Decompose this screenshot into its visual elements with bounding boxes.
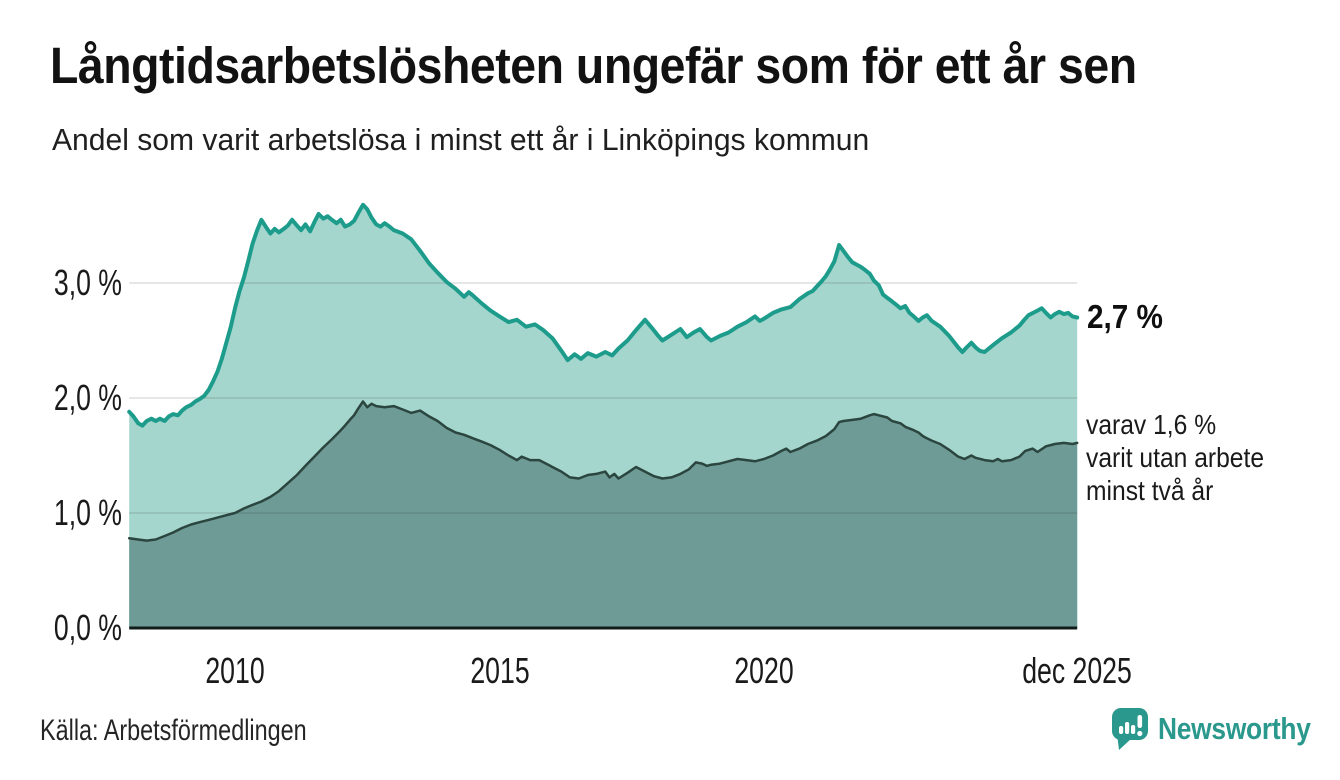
- y-tick-label: 2,0 %: [53, 377, 122, 418]
- y-tick-label: 3,0 %: [53, 262, 122, 303]
- chart-title: Långtidsarbetslösheten ungefär som för e…: [50, 37, 1137, 94]
- latest-value-label: 2,7 %: [1087, 298, 1163, 335]
- source-note: Källa: Arbetsförmedlingen: [40, 714, 307, 747]
- minst-tva-ar-area: [129, 401, 1078, 628]
- secondary-label-line: minst två år: [1086, 475, 1214, 506]
- secondary-value-label: varav 1,6 % varit utan arbete minst två …: [1086, 408, 1264, 507]
- newsworthy-logo[interactable]: Newsworthy: [1110, 706, 1338, 752]
- y-tick-label: 0,0 %: [53, 607, 122, 648]
- secondary-label-line: varav 1,6 %: [1086, 409, 1217, 440]
- minst-tva-ar-line: [127, 400, 1079, 542]
- secondary-label-line: varit utan arbete: [1086, 442, 1265, 473]
- chart-subtitle: Andel som varit arbetslösa i minst ett å…: [52, 122, 870, 157]
- x-tick-label: 2020: [734, 650, 794, 691]
- x-tick-label: 2015: [469, 650, 530, 691]
- newsworthy-logo-text: Newsworthy: [1158, 711, 1311, 746]
- x-tick-label: 2010: [205, 650, 265, 691]
- y-tick-label: 1,0 %: [53, 492, 122, 533]
- newsworthy-logo-icon: [1112, 708, 1148, 750]
- minst-ett-ar-line: [127, 202, 1080, 428]
- x-tick-label: dec 2025: [1022, 650, 1132, 691]
